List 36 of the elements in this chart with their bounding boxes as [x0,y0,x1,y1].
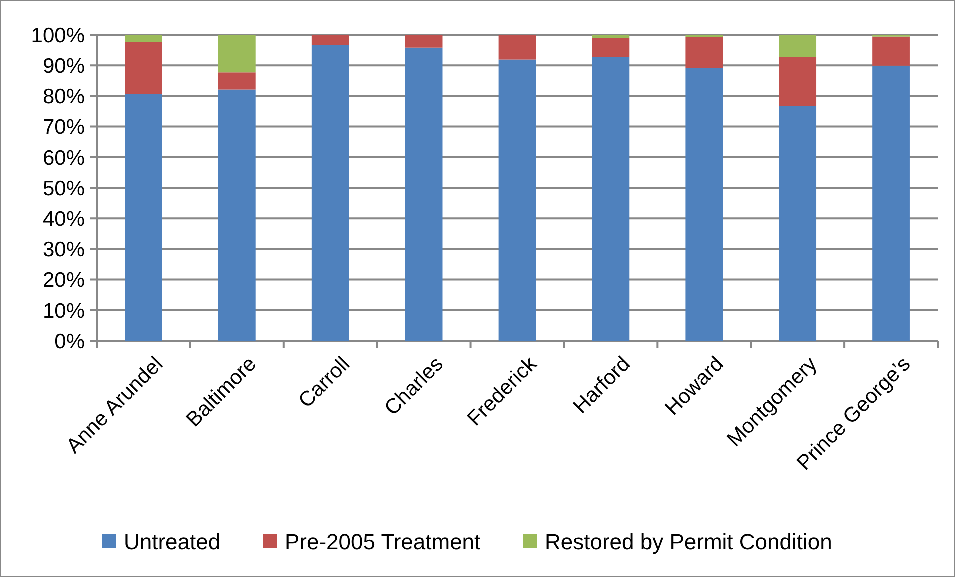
bar [779,106,817,341]
bar [312,45,350,341]
bar [218,90,256,341]
bar [312,35,350,46]
y-tick-label: 60% [42,146,85,170]
bar [405,35,443,48]
bar [592,35,630,38]
bar [592,57,630,341]
bar [498,35,536,60]
bar [405,48,443,341]
y-tick-label: 40% [42,208,85,231]
bar [686,37,724,68]
bar [686,68,724,341]
y-tick-label: 100% [31,24,85,48]
y-tick-label: 10% [42,300,85,323]
bar [779,35,817,58]
bar [125,94,162,341]
bar [498,60,536,341]
y-tick-label: 0% [54,330,85,354]
legend-label: Restored by Permit Condition [545,530,832,555]
bar [218,35,256,73]
bar [218,72,256,90]
y-tick-label: 30% [42,238,85,262]
bar [125,35,162,42]
bar [592,38,630,58]
y-tick-label: 50% [42,177,85,200]
bar [872,66,910,341]
y-tick-label: 70% [42,116,85,140]
legend-label: Pre-2005 Treatment [285,530,481,555]
y-tick-label: 90% [42,54,85,78]
bar [872,36,910,66]
y-tick-label: 80% [42,86,85,109]
bar [125,42,162,94]
legend-label: Untreated [124,530,221,555]
bar [779,57,817,106]
y-tick-label: 20% [42,269,85,292]
